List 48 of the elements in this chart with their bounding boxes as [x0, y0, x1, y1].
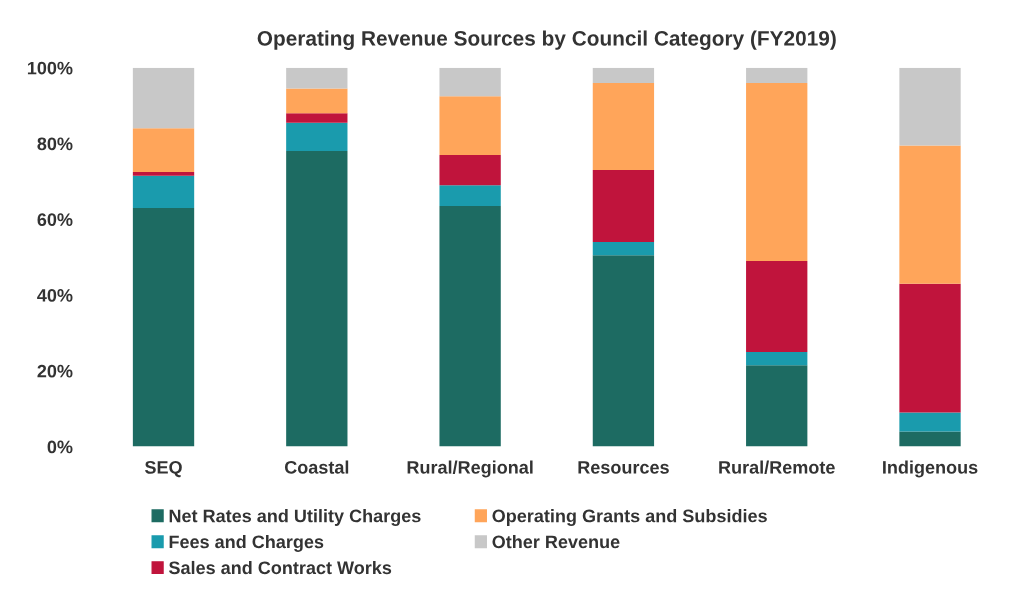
- bar: [132, 207, 195, 447]
- bar: [899, 431, 961, 447]
- bar: [746, 82, 808, 261]
- bar: [439, 206, 501, 447]
- bar: [746, 260, 808, 352]
- bar: [439, 96, 501, 155]
- bar: [439, 154, 501, 186]
- y-tick-label: 40%: [37, 289, 73, 302]
- legend-label: Operating Grants and Subsidies: [492, 509, 767, 526]
- bar: [132, 175, 195, 208]
- bar: [899, 67, 961, 146]
- legend-label: Sales and Contract Works: [168, 560, 392, 575]
- bar: [286, 151, 348, 447]
- bar: [132, 67, 195, 129]
- bar: [899, 283, 961, 413]
- bar: [592, 67, 655, 83]
- bar: [439, 67, 501, 97]
- y-tick-label: 20%: [37, 364, 73, 378]
- x-tick-label: Coastal: [284, 460, 349, 474]
- bar: [592, 255, 655, 447]
- x-tick-label: Resources: [578, 461, 669, 474]
- bar: [899, 145, 961, 284]
- bar: [592, 242, 655, 256]
- x-tick-label: Rural/Regional: [407, 460, 533, 478]
- legend-label: Fees and Charges: [169, 534, 324, 552]
- bar: [286, 113, 348, 123]
- legend-label: Net Rates and Utility Charges: [169, 509, 421, 526]
- bar: [592, 170, 655, 243]
- x-tick-label: Indigenous: [883, 460, 978, 478]
- x-tick-label: Rural/Remote: [719, 460, 835, 474]
- y-tick-label: 60%: [37, 213, 73, 227]
- x-tick-label: SEQ: [144, 460, 182, 478]
- y-tick-label: 100%: [27, 61, 73, 75]
- y-tick-label: 0%: [47, 440, 73, 454]
- bar: [132, 171, 195, 176]
- bar: [132, 128, 195, 172]
- bar: [286, 122, 348, 152]
- bar: [746, 365, 808, 447]
- chart-title: Operating Revenue Sources by Council Category (FY2019): [257, 30, 836, 50]
- bar: [899, 412, 961, 432]
- bar: [286, 67, 348, 89]
- bar: [746, 67, 808, 83]
- legend-label: Other Revenue: [492, 534, 620, 549]
- bar: [439, 185, 501, 207]
- bar: [286, 88, 348, 114]
- y-tick-label: 80%: [37, 137, 73, 151]
- bar: [746, 351, 808, 366]
- bar: [592, 82, 655, 171]
